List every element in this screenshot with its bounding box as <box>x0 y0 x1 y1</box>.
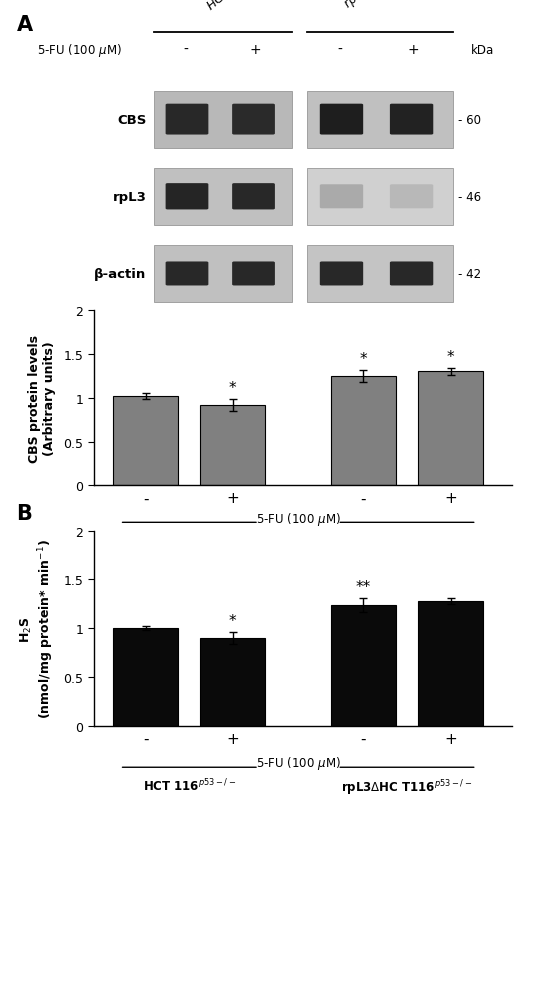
Text: - 46: - 46 <box>458 190 481 203</box>
FancyBboxPatch shape <box>307 91 453 148</box>
Bar <box>331 605 396 726</box>
Text: - 60: - 60 <box>458 113 481 126</box>
Text: CBS: CBS <box>117 113 146 126</box>
Text: β-actin: β-actin <box>94 268 146 281</box>
Text: +: + <box>249 43 261 57</box>
Bar <box>331 377 396 486</box>
Text: rpL3: rpL3 <box>112 190 146 203</box>
Text: 5-FU (100 $\mu$M): 5-FU (100 $\mu$M) <box>256 510 340 527</box>
FancyBboxPatch shape <box>307 245 453 303</box>
FancyBboxPatch shape <box>166 184 208 210</box>
Bar <box>418 601 483 726</box>
Text: rpL3$\Delta$HC T116$^{p53-/-}$: rpL3$\Delta$HC T116$^{p53-/-}$ <box>342 778 472 797</box>
FancyBboxPatch shape <box>320 263 363 287</box>
Text: rpL3$\Delta$HCT 116$^{p53\ -/-}$: rpL3$\Delta$HCT 116$^{p53\ -/-}$ <box>339 0 454 14</box>
FancyBboxPatch shape <box>320 185 363 209</box>
Text: 5-FU (100 $\mu$M): 5-FU (100 $\mu$M) <box>37 41 122 58</box>
Text: **: ** <box>356 579 371 594</box>
FancyBboxPatch shape <box>154 91 293 148</box>
Bar <box>113 629 178 726</box>
FancyBboxPatch shape <box>154 168 293 225</box>
FancyBboxPatch shape <box>154 245 293 303</box>
Text: -: - <box>184 43 188 57</box>
Bar <box>200 638 266 726</box>
Bar <box>418 372 483 486</box>
Text: kDa: kDa <box>471 43 494 56</box>
FancyBboxPatch shape <box>320 104 363 135</box>
Text: *: * <box>229 614 236 629</box>
Text: HCT 116$^{p53\ -/-}$: HCT 116$^{p53\ -/-}$ <box>202 0 288 14</box>
Bar <box>200 405 266 486</box>
Text: B: B <box>16 503 32 523</box>
Bar <box>113 397 178 486</box>
Text: A: A <box>16 15 32 35</box>
FancyBboxPatch shape <box>390 185 433 209</box>
Y-axis label: CBS protein levels
(Arbitrary units): CBS protein levels (Arbitrary units) <box>28 335 56 462</box>
FancyBboxPatch shape <box>232 184 275 210</box>
Text: HCT 116$^{p53-/-}$: HCT 116$^{p53-/-}$ <box>142 531 236 548</box>
FancyBboxPatch shape <box>166 263 208 287</box>
Y-axis label: H$_2$S
(nmol/mg protein* min$^{-1}$): H$_2$S (nmol/mg protein* min$^{-1}$) <box>19 539 56 718</box>
Text: rpL3$\Delta$HCT 116$^{p53-/-}$: rpL3$\Delta$HCT 116$^{p53-/-}$ <box>342 531 472 551</box>
FancyBboxPatch shape <box>307 168 453 225</box>
FancyBboxPatch shape <box>166 104 208 135</box>
Text: *: * <box>447 350 454 365</box>
Text: HCT 116$^{p53-/-}$: HCT 116$^{p53-/-}$ <box>142 778 236 794</box>
Text: *: * <box>229 381 236 396</box>
FancyBboxPatch shape <box>232 263 275 287</box>
FancyBboxPatch shape <box>232 104 275 135</box>
FancyBboxPatch shape <box>390 104 433 135</box>
Text: *: * <box>360 352 367 367</box>
Text: - 42: - 42 <box>458 268 481 281</box>
FancyBboxPatch shape <box>390 263 433 287</box>
Text: -: - <box>337 43 342 57</box>
Text: 5-FU (100 $\mu$M): 5-FU (100 $\mu$M) <box>256 754 340 771</box>
Text: +: + <box>408 43 420 57</box>
